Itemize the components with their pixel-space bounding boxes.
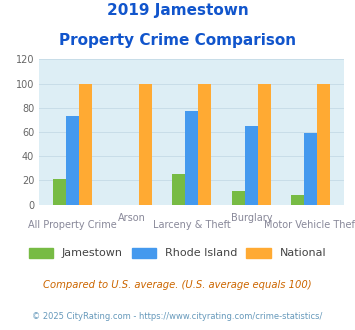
Text: Property Crime Comparison: Property Crime Comparison	[59, 33, 296, 48]
Bar	[258, 83, 271, 205]
Text: All Property Crime: All Property Crime	[28, 220, 117, 230]
Text: Compared to U.S. average. (U.S. average equals 100): Compared to U.S. average. (U.S. average …	[43, 280, 312, 290]
Bar	[79, 83, 92, 205]
Text: Motor Vehicle Theft: Motor Vehicle Theft	[263, 220, 355, 230]
Bar	[139, 83, 152, 205]
Text: 2019 Jamestown: 2019 Jamestown	[106, 3, 248, 18]
Bar	[291, 195, 304, 205]
Bar	[317, 83, 331, 205]
Text: © 2025 CityRating.com - https://www.cityrating.com/crime-statistics/: © 2025 CityRating.com - https://www.city…	[32, 312, 323, 321]
Bar	[231, 191, 245, 205]
Text: Burglary: Burglary	[230, 213, 272, 223]
Bar	[304, 133, 317, 205]
Text: Arson: Arson	[118, 213, 146, 223]
Bar	[198, 83, 211, 205]
Text: Larceny & Theft: Larceny & Theft	[153, 220, 231, 230]
Bar	[185, 112, 198, 205]
Bar	[66, 116, 79, 205]
Bar	[53, 179, 66, 205]
Legend: Jamestown, Rhode Island, National: Jamestown, Rhode Island, National	[24, 243, 331, 263]
Bar	[245, 126, 258, 205]
Bar	[172, 174, 185, 205]
